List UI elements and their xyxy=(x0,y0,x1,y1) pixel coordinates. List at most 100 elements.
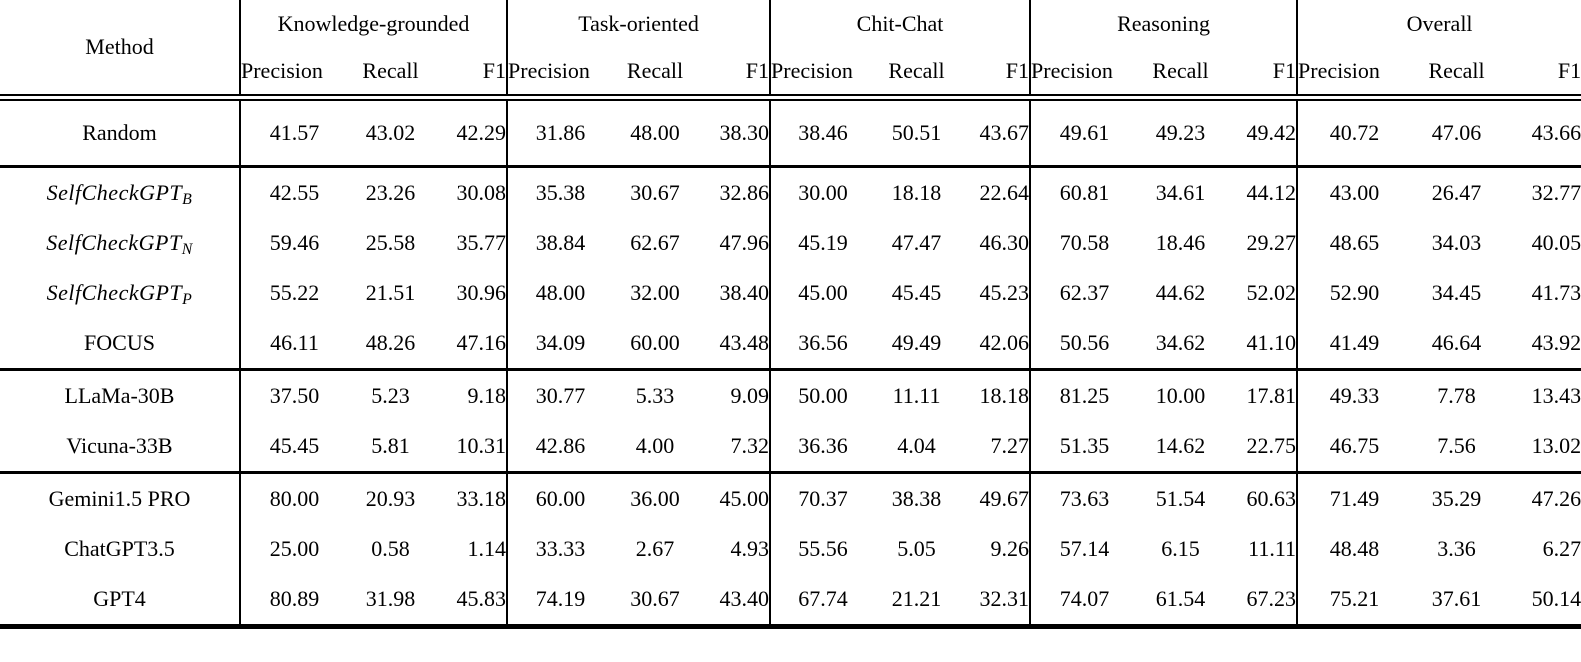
value-cell-recall: 3.36 xyxy=(1437,536,1476,561)
value-cell-precision: 36.56 xyxy=(769,318,876,370)
method-name: FOCUS xyxy=(84,330,155,355)
value-cell-precision: 41.57 xyxy=(239,97,348,167)
value-cell-precision: 74.19 xyxy=(506,574,614,627)
value-cell-f1: 13.43 xyxy=(1531,383,1581,408)
value-cell-precision: 57.14 xyxy=(1029,524,1139,574)
value-cell-recall: 62.67 xyxy=(630,230,680,255)
value-cell-f1: 33.18 xyxy=(456,486,507,511)
value-cell-precision: 55.56 xyxy=(769,524,876,574)
value-cell-recall: 47.47 xyxy=(891,230,942,255)
value-cell-precision: 31.86 xyxy=(506,97,614,167)
results-table: Method Knowledge-grounded Task-oriented Ch… xyxy=(0,0,1581,629)
table-row: GPT4 80.89 31.98 45.83 74.19 30.67 43.40 67.74 2… xyxy=(0,574,1581,627)
value-cell-recall: 14.62 xyxy=(1155,433,1206,458)
value-cell-recall: 37.61 xyxy=(1431,586,1482,611)
value-cell-precision: 43.00 xyxy=(1296,166,1412,218)
value-cell-precision: 41.49 xyxy=(1296,318,1412,370)
value-cell-recall: 34.03 xyxy=(1431,230,1482,255)
value-cell-f1: 4.93 xyxy=(730,536,770,561)
value-cell-recall: 18.18 xyxy=(891,180,942,205)
method-name-subscript: N xyxy=(181,240,193,258)
value-cell-recall: 21.51 xyxy=(365,280,416,305)
value-cell-f1: 47.96 xyxy=(719,230,770,255)
value-cell-recall: 34.62 xyxy=(1155,330,1206,355)
method-name: LLaMa-30B xyxy=(64,383,175,408)
table-header: Method Knowledge-grounded Task-oriented Ch… xyxy=(0,0,1581,98)
table-section-0: Random 41.57 43.02 42.29 31.86 48.00 38.30 38.4… xyxy=(0,97,1581,167)
group-header-row: Method Knowledge-grounded Task-oriented Ch… xyxy=(0,0,1581,59)
metric-header-row: Precision Recall F1 Precision Recall F1 Precis… xyxy=(0,48,1581,98)
value-cell-recall: 47.06 xyxy=(1431,120,1482,145)
value-cell-precision: 60.81 xyxy=(1029,166,1139,218)
value-cell-precision: 59.46 xyxy=(239,218,348,268)
column-group-header-reasoning: Reasoning xyxy=(1029,0,1298,48)
value-cell-recall: 18.46 xyxy=(1155,230,1206,255)
value-cell-f1: 7.27 xyxy=(990,433,1030,458)
value-cell-recall: 5.05 xyxy=(897,536,936,561)
value-cell-f1: 29.27 xyxy=(1246,230,1297,255)
value-cell-f1: 32.86 xyxy=(719,180,770,205)
method-name-text: SelfCheckGPTP xyxy=(46,280,193,308)
value-cell-f1: 32.31 xyxy=(979,586,1030,611)
value-cell-f1: 38.30 xyxy=(719,120,770,145)
value-cell-precision: 75.21 xyxy=(1296,574,1412,627)
value-cell-precision: 42.86 xyxy=(506,421,614,473)
table-row: FOCUS 46.11 48.26 47.16 34.09 60.00 43.48 36.56… xyxy=(0,318,1581,370)
method-name-text: SelfCheckGPTB xyxy=(46,180,193,208)
value-cell-f1: 38.40 xyxy=(719,280,770,305)
value-cell-precision: 35.38 xyxy=(506,166,614,218)
value-cell-f1: 50.14 xyxy=(1531,586,1581,611)
value-cell-precision: 80.89 xyxy=(239,574,348,627)
value-cell-precision: 49.61 xyxy=(1029,97,1139,167)
method-name-text: SelfCheckGPTN xyxy=(46,230,193,258)
value-cell-precision: 30.00 xyxy=(769,166,876,218)
value-cell-f1: 43.66 xyxy=(1531,120,1581,145)
value-cell-precision: 60.00 xyxy=(506,472,614,524)
method-name: SelfCheckGPTN xyxy=(0,218,240,268)
value-cell-recall: 43.02 xyxy=(365,120,416,145)
metric-header-f1: F1 xyxy=(1272,58,1297,83)
metric-header-f1: F1 xyxy=(745,58,770,83)
value-cell-f1: 11.11 xyxy=(1248,536,1297,561)
value-cell-f1: 47.26 xyxy=(1531,486,1581,511)
method-name-subscript: P xyxy=(182,290,193,308)
value-cell-recall: 20.93 xyxy=(365,486,416,511)
value-cell-f1: 67.23 xyxy=(1246,586,1297,611)
value-cell-precision: 46.75 xyxy=(1296,421,1412,473)
value-cell-recall: 25.58 xyxy=(365,230,416,255)
value-cell-recall: 61.54 xyxy=(1155,586,1206,611)
method-name: GPT4 xyxy=(93,586,146,611)
value-cell-precision: 48.65 xyxy=(1296,218,1412,268)
value-cell-recall: 48.00 xyxy=(630,120,680,145)
value-cell-precision: 37.50 xyxy=(239,369,348,421)
value-cell-f1: 42.29 xyxy=(456,120,507,145)
value-cell-f1: 44.12 xyxy=(1246,180,1297,205)
method-name-subscript: B xyxy=(182,190,193,208)
value-cell-recall: 6.15 xyxy=(1161,536,1200,561)
metric-header-f1: F1 xyxy=(1005,58,1030,83)
value-cell-recall: 11.11 xyxy=(892,383,941,408)
metric-header-recall: Recall xyxy=(362,58,419,83)
value-cell-f1: 43.67 xyxy=(979,120,1030,145)
value-cell-recall: 48.26 xyxy=(365,330,416,355)
value-cell-recall: 51.54 xyxy=(1155,486,1206,511)
value-cell-precision: 48.00 xyxy=(506,268,614,318)
value-cell-precision: 34.09 xyxy=(506,318,614,370)
value-cell-recall: 21.21 xyxy=(891,586,942,611)
table-row: SelfCheckGPTN 59.46 25.58 35.77 38.84 62.67 47… xyxy=(0,218,1581,268)
method-name: Gemini1.5 PRO xyxy=(48,486,191,511)
value-cell-f1: 10.31 xyxy=(456,433,507,458)
method-column-header: Method xyxy=(85,34,154,59)
table-row: SelfCheckGPTP 55.22 21.51 30.96 48.00 32.00 38… xyxy=(0,268,1581,318)
value-cell-precision: 80.00 xyxy=(239,472,348,524)
value-cell-f1: 1.14 xyxy=(467,536,507,561)
value-cell-precision: 67.74 xyxy=(769,574,876,627)
metric-header-f1: F1 xyxy=(482,58,507,83)
value-cell-f1: 47.16 xyxy=(456,330,507,355)
metric-header-precision: Precision xyxy=(1029,48,1139,98)
value-cell-recall: 45.45 xyxy=(891,280,942,305)
metric-header-recall: Recall xyxy=(1152,58,1209,83)
value-cell-f1: 18.18 xyxy=(979,383,1030,408)
value-cell-recall: 23.26 xyxy=(365,180,416,205)
